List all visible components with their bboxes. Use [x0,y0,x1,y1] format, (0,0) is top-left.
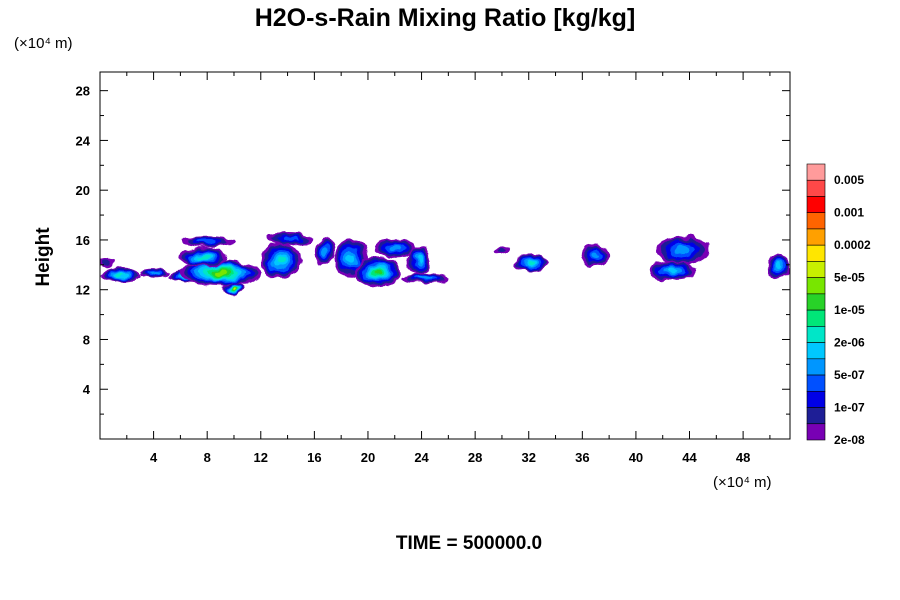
colorbar-swatch [806,293,826,311]
cloud-region [180,247,228,268]
cloud-contour [775,263,782,270]
x-tick-label: 40 [629,450,643,465]
cloud-region [314,237,335,265]
cloud-region [374,238,415,258]
colorbar-swatch [806,358,826,376]
cloud-region [267,232,312,245]
x-tick-label: 48 [736,450,750,465]
y-axis: 4 8 12 16 20 24 28 [76,84,790,415]
cloud-contour [498,246,508,253]
x-tick-label: 28 [468,450,482,465]
colorbar-label: 1e-05 [834,303,865,317]
cloud-contour [115,273,125,277]
colorbar-swatch [806,163,826,181]
x-tick-label: 24 [414,450,429,465]
colorbar-swatch [806,390,826,408]
colorbar-label: 0.001 [834,206,864,220]
y-tick-label: 20 [76,183,90,198]
x-tick-label: 20 [361,450,375,465]
cloud-contour [281,236,298,241]
x-tick-label: 36 [575,450,589,465]
colorbar-label: 0.0002 [834,238,871,252]
y-tick-label: 12 [76,283,90,298]
x-tick-label: 8 [204,450,211,465]
colorbar-swatch [806,212,826,230]
colorbar-swatch [806,196,826,214]
time-label: TIME = 500000.0 [396,533,542,554]
cloud-contour [102,259,111,266]
cloud-region [656,236,710,265]
cloud-contour [667,268,679,274]
cloud-region [515,254,549,272]
cloud-contour [214,270,227,275]
cloud-region [408,244,431,275]
y-tick-label: 24 [76,133,91,148]
colorbar-swatch [806,228,826,246]
cloud-contour [675,246,691,255]
cloud-region [495,244,510,255]
x-tick-label: 32 [522,450,536,465]
cloud-contour [347,253,356,263]
colorbar-label: 0.005 [834,173,864,187]
x-tick-label: 4 [150,450,158,465]
cloud-field [100,232,790,295]
cloud-region [223,282,245,295]
colorbar-swatch [806,277,826,295]
colorbar-swatch [806,407,826,425]
x-tick-label: 16 [307,450,321,465]
colorbar-label: 5e-05 [834,271,865,285]
y-tick-label: 16 [76,233,90,248]
cloud-contour [276,256,286,265]
x-axis: 4 8 12 16 20 24 28 32 36 40 44 48 [126,72,771,465]
cloud-region [401,273,449,284]
colorbar-swatch [806,261,826,278]
cloud-contour [197,239,217,244]
colorbar-swatch [806,423,826,441]
cloud-contour [590,252,599,259]
cloud-region [180,236,234,248]
colorbar-label: 1e-07 [834,401,865,415]
cloud-contour [150,271,160,275]
colorbar-swatch [806,342,826,360]
cloud-contour [389,245,401,251]
cloud-region [260,242,301,279]
cloud-region [100,267,141,283]
cloud-region [100,257,114,268]
cloud-region [354,257,402,288]
cloud-contour [198,255,209,260]
colorbar-swatch [806,374,826,392]
x-axis-unit: (×10⁴ m) [713,474,772,491]
colorbar: 0.005 0.001 0.0002 5e-05 1e-05 2e-06 5e-07 1e-0… [806,163,871,447]
cloud-region [767,253,790,280]
plot-frame [99,71,791,440]
y-axis-unit: (×10⁴ m) [14,35,73,52]
y-tick-label: 4 [83,382,91,397]
chart-title: H2O-s-Rain Mixing Ratio [kg/kg] [255,4,636,32]
y-axis-label: Height [33,227,54,287]
colorbar-swatch [806,309,826,327]
cloud-contour [232,287,236,290]
x-tick-label: 12 [254,450,268,465]
y-tick-label: 8 [83,332,90,347]
cloud-contour [321,247,328,256]
cloud-contour [416,256,423,264]
colorbar-label: 2e-06 [834,336,865,350]
x-tick-label: 44 [682,450,697,465]
colorbar-swatch [806,179,826,197]
colorbar-label: 2e-08 [834,433,865,447]
y-tick-label: 28 [76,84,90,99]
cloud-region [579,244,610,267]
colorbar-swatch [806,244,826,262]
colorbar-label: 5e-07 [834,368,865,382]
cloud-contour [418,277,432,280]
cloud-region [649,261,697,282]
cloud-contour [374,269,382,275]
cloud-region [140,268,170,278]
colorbar-swatch [806,326,826,343]
cloud-contour [528,261,536,265]
